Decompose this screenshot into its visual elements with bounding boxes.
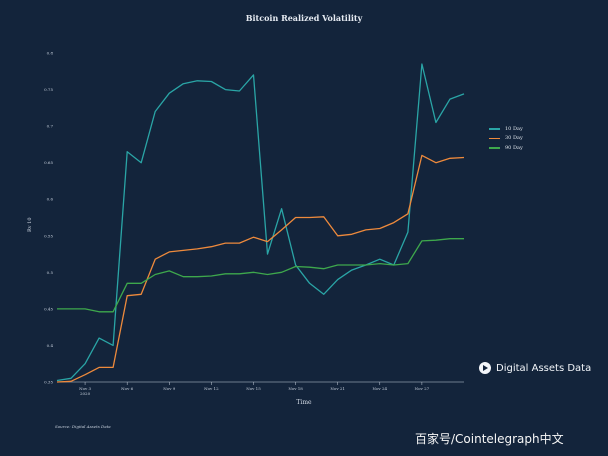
brand-logo: Digital Assets Data: [479, 362, 591, 374]
x-axis-label: Time: [296, 399, 312, 406]
y-tick-label: 0.7: [47, 124, 54, 129]
series-line-30-day: [56, 154, 465, 383]
x-tick-sublabel: 2020: [80, 391, 91, 396]
y-tick-label: 0.5: [47, 270, 54, 275]
x-tick-label: Nov 12: [204, 386, 219, 391]
legend-item-30-day: 30 Day: [489, 134, 523, 144]
legend-label: 90 Day: [505, 144, 523, 151]
y-tick-label: 0.4: [47, 343, 54, 348]
legend-item-10-day: 10 Day: [489, 124, 523, 134]
watermark: 百家号/Cointelegraph中文: [415, 432, 564, 446]
x-tick-label: Nov 15: [246, 386, 261, 391]
x-tick-label: Nov 9: [163, 386, 175, 391]
legend-label: 10 Day: [505, 125, 523, 132]
series-lines: [56, 63, 465, 383]
x-tick-label: Nov 6: [121, 386, 133, 391]
legend-swatch: [489, 147, 500, 149]
legend-label: 30 Day: [505, 135, 523, 142]
y-tick-label: 0.35: [44, 380, 53, 385]
x-tick-label: Nov 3: [79, 386, 91, 391]
y-tick-label: 0.8: [47, 51, 54, 56]
x-tick-label: Nov 18: [288, 386, 303, 391]
y-tick-label: 0.75: [44, 87, 53, 92]
x-tick-label: Nov 27: [415, 386, 430, 391]
y-tick-label: 0.55: [44, 233, 53, 238]
legend-item-90-day: 90 Day: [489, 143, 523, 153]
legend-swatch: [489, 128, 500, 130]
legend: 10 Day 30 Day 90 Day: [489, 124, 523, 153]
axes: 0.35 0.4 0.45 0.5 0.55 0.6 0.65 0.7 0.75 0.8 Nov 3…: [44, 51, 464, 396]
source-note: Source: Digital Assets Data: [55, 424, 111, 429]
y-tick-label: 0.65: [44, 160, 53, 165]
y-tick-label: 0.6: [47, 197, 54, 202]
play-circle-icon: [479, 362, 491, 374]
series-line-10-day: [56, 63, 465, 382]
legend-swatch: [489, 137, 500, 139]
series-line-90-day: [57, 238, 464, 313]
chart-title: Bitcoin Realized Volatility: [245, 13, 363, 23]
brand-name: Digital Assets Data: [496, 362, 592, 374]
y-tick-label: 0.45: [44, 306, 53, 311]
x-tick-label: Nov 21: [330, 386, 345, 391]
x-tick-label: Nov 24: [373, 386, 388, 391]
